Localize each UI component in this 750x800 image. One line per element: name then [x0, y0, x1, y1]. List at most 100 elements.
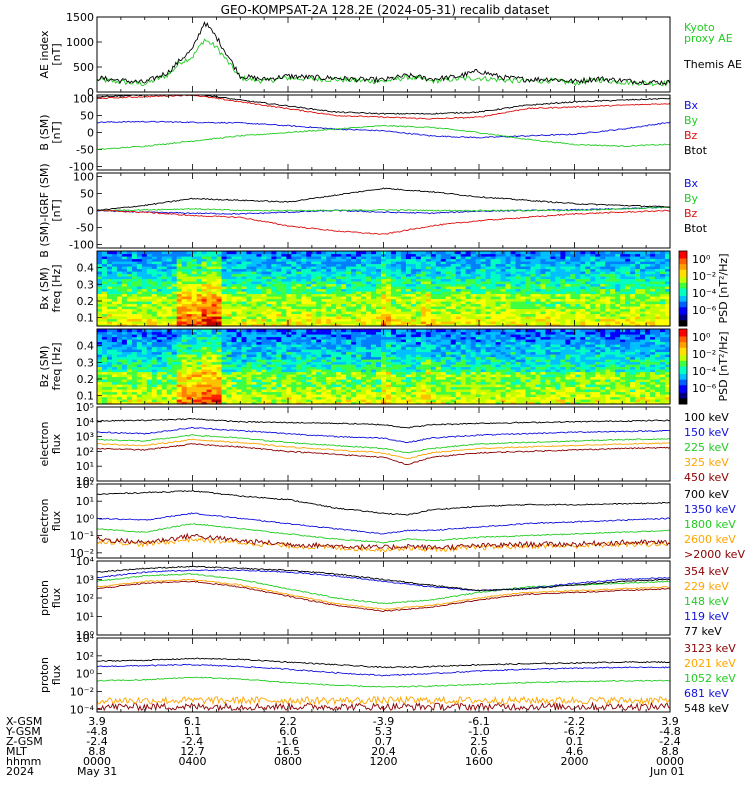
spectrogram-cell — [201, 346, 208, 350]
spectrogram-cell — [111, 298, 118, 302]
spectrogram-cell — [226, 306, 233, 310]
spectrogram-cell — [341, 303, 347, 307]
spectrogram-cell — [241, 346, 248, 350]
spectrogram-cell — [336, 301, 342, 305]
spectrogram-cell — [101, 344, 108, 348]
spectrogram-cell — [560, 286, 566, 290]
spectrogram-cell — [246, 354, 253, 358]
spectrogram-cell — [560, 273, 566, 277]
spectrogram-cell — [141, 396, 148, 400]
spectrogram-cell — [640, 308, 646, 312]
spectrogram-cell — [226, 341, 233, 345]
spectrogram-cell — [291, 346, 297, 350]
spectrogram-cell — [465, 318, 472, 322]
spectrogram-cell — [635, 271, 641, 275]
spectrogram-cell — [126, 361, 133, 365]
spectrogram-cell — [321, 278, 327, 282]
spectrogram-cell — [331, 288, 337, 292]
spectrogram-cell — [241, 374, 248, 378]
spectrogram-cell — [231, 296, 238, 300]
spectrogram-cell — [191, 318, 198, 322]
spectrogram-cell — [241, 301, 248, 305]
spectrogram-cell — [281, 311, 287, 315]
spectrogram-cell — [311, 313, 317, 317]
spectrogram-cell — [381, 283, 387, 287]
spectrogram-cell — [131, 391, 138, 395]
spectrogram-cell — [251, 301, 258, 305]
spectrogram-cell — [361, 311, 367, 315]
spectrogram-cell — [336, 271, 342, 275]
spectrogram-cell — [610, 271, 616, 275]
spectrogram-cell — [390, 273, 397, 277]
spectrogram-cell — [381, 268, 387, 272]
spectrogram-cell — [216, 334, 223, 338]
spectrogram-cell — [196, 331, 203, 335]
spectrogram-cell — [390, 296, 397, 300]
spectrogram-cell — [116, 288, 123, 292]
spectrogram-cell — [271, 344, 277, 348]
spectrogram-cell — [595, 288, 601, 292]
spectrogram-cell — [381, 258, 387, 262]
spectrogram-cell — [186, 291, 193, 295]
spectrogram-cell — [161, 349, 168, 353]
spectrogram-cell — [460, 318, 467, 322]
spectrogram-cell — [271, 291, 277, 295]
spectrogram-cell — [575, 301, 581, 305]
spectrogram-cell — [97, 283, 103, 287]
spectrogram-cell — [251, 281, 258, 285]
spectrogram-cell — [465, 293, 472, 297]
spectrogram-cell — [460, 301, 467, 305]
spectrogram-cell — [505, 303, 512, 307]
spectrogram-cell — [306, 321, 312, 325]
spectrogram-cell — [356, 308, 362, 312]
spectrogram-cell — [660, 291, 666, 295]
spectrogram-cell — [241, 349, 248, 353]
spectrogram-cell — [460, 253, 467, 257]
spectrogram-cell — [291, 318, 297, 322]
spectrogram-cell — [395, 258, 402, 262]
spectrogram-cell — [231, 331, 238, 335]
spectrogram-cell — [106, 311, 113, 315]
spectrogram-cell — [420, 266, 427, 270]
spectrogram-cell — [166, 364, 173, 368]
spectrogram-cell — [97, 349, 103, 353]
spectrogram-cell — [430, 293, 437, 297]
spectrogram-cell — [565, 251, 571, 255]
spectrogram-cell — [231, 356, 238, 360]
spectrogram-cell — [286, 356, 292, 360]
spectrogram-cell — [236, 268, 243, 272]
spectrogram-cell — [625, 308, 631, 312]
spectrogram-cell — [97, 359, 103, 363]
spectrogram-cell — [251, 306, 258, 310]
spectrogram-cell — [156, 396, 163, 400]
spectrogram-cell — [590, 273, 596, 277]
spectrogram-cell — [470, 298, 477, 302]
spectrogram-cell — [480, 268, 487, 272]
spectrogram-cell — [141, 361, 148, 365]
panel-bdiff: B (SM)-IGRF (SM) [nT]-100-50050100BxByBzB… — [38, 163, 708, 257]
spectrogram-cell — [381, 311, 387, 315]
spectrogram-cell — [625, 291, 631, 295]
spectrogram-cell — [585, 298, 591, 302]
spectrogram-cell — [156, 351, 163, 355]
spectrogram-cell — [625, 281, 631, 285]
spectrogram-cell — [226, 321, 233, 325]
spectrogram-cell — [196, 396, 203, 400]
spectrogram-cell — [480, 263, 487, 267]
spectrogram-cell — [301, 263, 307, 267]
spectrogram-cell — [256, 321, 263, 325]
spectrogram-cell — [271, 271, 277, 275]
spectrogram-cell — [301, 311, 307, 315]
spectrogram-cell — [171, 386, 178, 390]
spectrogram-cell — [356, 263, 362, 267]
spectrogram-cell — [665, 321, 671, 325]
spectrogram-cell — [301, 253, 307, 257]
spectrogram-cell — [525, 263, 532, 267]
spectrogram-cell — [241, 391, 248, 395]
spectrogram-cell — [161, 399, 168, 403]
spectrogram-cell — [196, 311, 203, 315]
spectrogram-cell — [181, 334, 188, 338]
spectrogram-cell — [430, 278, 437, 282]
spectrogram-cell — [246, 268, 253, 272]
spectrogram-cell — [201, 379, 208, 383]
